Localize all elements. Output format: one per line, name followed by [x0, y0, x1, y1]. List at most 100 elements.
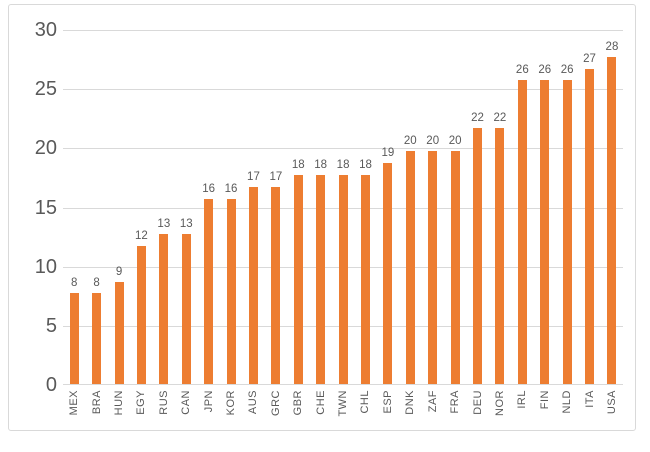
bar-value-label: 18 — [291, 159, 305, 171]
y-tick-label: 10 — [34, 255, 57, 278]
bar-slot: 20 — [422, 30, 444, 385]
x-tick-label: CHE — [314, 390, 327, 415]
x-slot: HUN — [108, 390, 130, 430]
bar-slot: 16 — [220, 30, 242, 385]
bar — [405, 151, 415, 385]
x-slot: MEX — [63, 390, 85, 430]
bars-row: 8 8 9 12 13 13 16 16 17 17 18 18 18 18 19 20 20 20 22 22 26 2… — [63, 30, 623, 385]
gridline — [63, 89, 623, 91]
bar-slot: 13 — [153, 30, 175, 385]
x-tick-label: JPN — [202, 390, 215, 413]
bar-slot: 9 — [108, 30, 130, 385]
bar-value-label: 18 — [359, 159, 372, 171]
bar — [248, 186, 258, 385]
x-slot: JPN — [197, 390, 219, 430]
x-tick-label: AUS — [247, 390, 260, 415]
bar-slot: 22 — [466, 30, 488, 385]
bar — [136, 246, 146, 385]
bar — [360, 175, 370, 385]
bar-slot: 18 — [287, 30, 309, 385]
bar — [114, 281, 124, 385]
bar-value-label: 17 — [247, 170, 260, 183]
x-slot: BRA — [85, 390, 107, 430]
bar — [69, 293, 79, 385]
bar — [495, 127, 505, 385]
bar — [607, 56, 617, 385]
chart-frame: 8 8 9 12 13 13 16 16 17 17 18 18 18 18 19 20 20 20 22 22 26 2… — [8, 4, 636, 431]
bar-slot: 16 — [197, 30, 219, 385]
bar — [585, 68, 595, 385]
bar-value-label: 26 — [560, 64, 574, 77]
bar-slot: 8 — [85, 30, 107, 385]
x-slot: CHL — [354, 390, 376, 430]
bar-slot: 20 — [399, 30, 421, 385]
bar — [473, 127, 483, 385]
bar-slot: 18 — [309, 30, 331, 385]
x-tick-label: CAN — [180, 390, 193, 415]
bar-value-label: 28 — [605, 40, 619, 53]
x-tick-label: ZAF — [426, 390, 439, 413]
bar — [226, 198, 236, 385]
bar-value-label: 20 — [403, 135, 417, 148]
bar-value-label: 13 — [157, 218, 171, 231]
bar-slot: 22 — [489, 30, 511, 385]
x-tick-label: BRA — [90, 390, 103, 415]
bar-value-label: 13 — [179, 218, 193, 231]
x-slot: AUS — [242, 390, 264, 430]
x-slot: KOR — [220, 390, 242, 430]
bar-value-label: 9 — [115, 265, 123, 278]
x-slot: TWN — [332, 390, 354, 430]
bar-value-label: 8 — [71, 277, 78, 290]
x-tick-label: IRL — [516, 390, 529, 409]
x-slot: FRA — [444, 390, 466, 430]
x-slot: ESP — [377, 390, 399, 430]
bar-slot: 27 — [578, 30, 600, 385]
bar — [271, 186, 281, 385]
y-tick-label: 5 — [45, 314, 57, 337]
x-tick-label: DNK — [404, 390, 417, 415]
bar-slot: 18 — [332, 30, 354, 385]
bar — [428, 151, 438, 385]
x-tick-label: MEX — [68, 390, 81, 416]
bar-value-label: 16 — [224, 182, 238, 195]
bar-slot: 12 — [130, 30, 152, 385]
bar-value-label: 19 — [381, 147, 395, 160]
bar-slot: 28 — [601, 30, 623, 385]
y-tick-label: 15 — [34, 196, 57, 219]
y-tick-label: 25 — [34, 78, 57, 101]
x-tick-label: NOR — [493, 390, 506, 416]
bar-value-label: 26 — [538, 64, 552, 77]
x-tick-label: KOR — [225, 390, 238, 416]
bar-slot: 13 — [175, 30, 197, 385]
x-tick-label: ESP — [381, 390, 394, 414]
bar — [517, 80, 527, 385]
x-tick-label: HUN — [113, 390, 126, 416]
y-tick-label: 20 — [34, 137, 57, 160]
x-tick-label: FRA — [449, 390, 462, 414]
bar-value-label: 17 — [269, 170, 283, 183]
bar-slot: 20 — [444, 30, 466, 385]
bar-value-label: 20 — [448, 135, 462, 148]
bar-slot: 18 — [354, 30, 376, 385]
y-tick-label: 0 — [45, 374, 57, 396]
x-slot: NLD — [556, 390, 578, 430]
x-tick-label: GBR — [292, 390, 305, 416]
bar-value-label: 8 — [93, 277, 100, 290]
x-slot: EGY — [130, 390, 152, 430]
bar-value-label: 12 — [135, 230, 148, 242]
x-slot: ZAF — [422, 390, 444, 430]
x-tick-label: USA — [605, 390, 618, 415]
bar-value-label: 22 — [493, 111, 507, 124]
gridline — [63, 30, 623, 31]
bar-value-label: 18 — [314, 159, 328, 171]
x-slot: GBR — [287, 390, 309, 430]
x-slot: FIN — [534, 390, 556, 430]
bar-value-label: 20 — [426, 135, 440, 148]
x-tick-label: NLD — [561, 390, 574, 414]
bar-value-label: 22 — [471, 111, 484, 124]
plot-area: 8 8 9 12 13 13 16 16 17 17 18 18 18 18 19 20 20 20 22 22 26 2… — [63, 30, 623, 385]
x-slot: RUS — [153, 390, 175, 430]
x-slot: USA — [601, 390, 623, 430]
bar-value-label: 27 — [583, 52, 596, 65]
